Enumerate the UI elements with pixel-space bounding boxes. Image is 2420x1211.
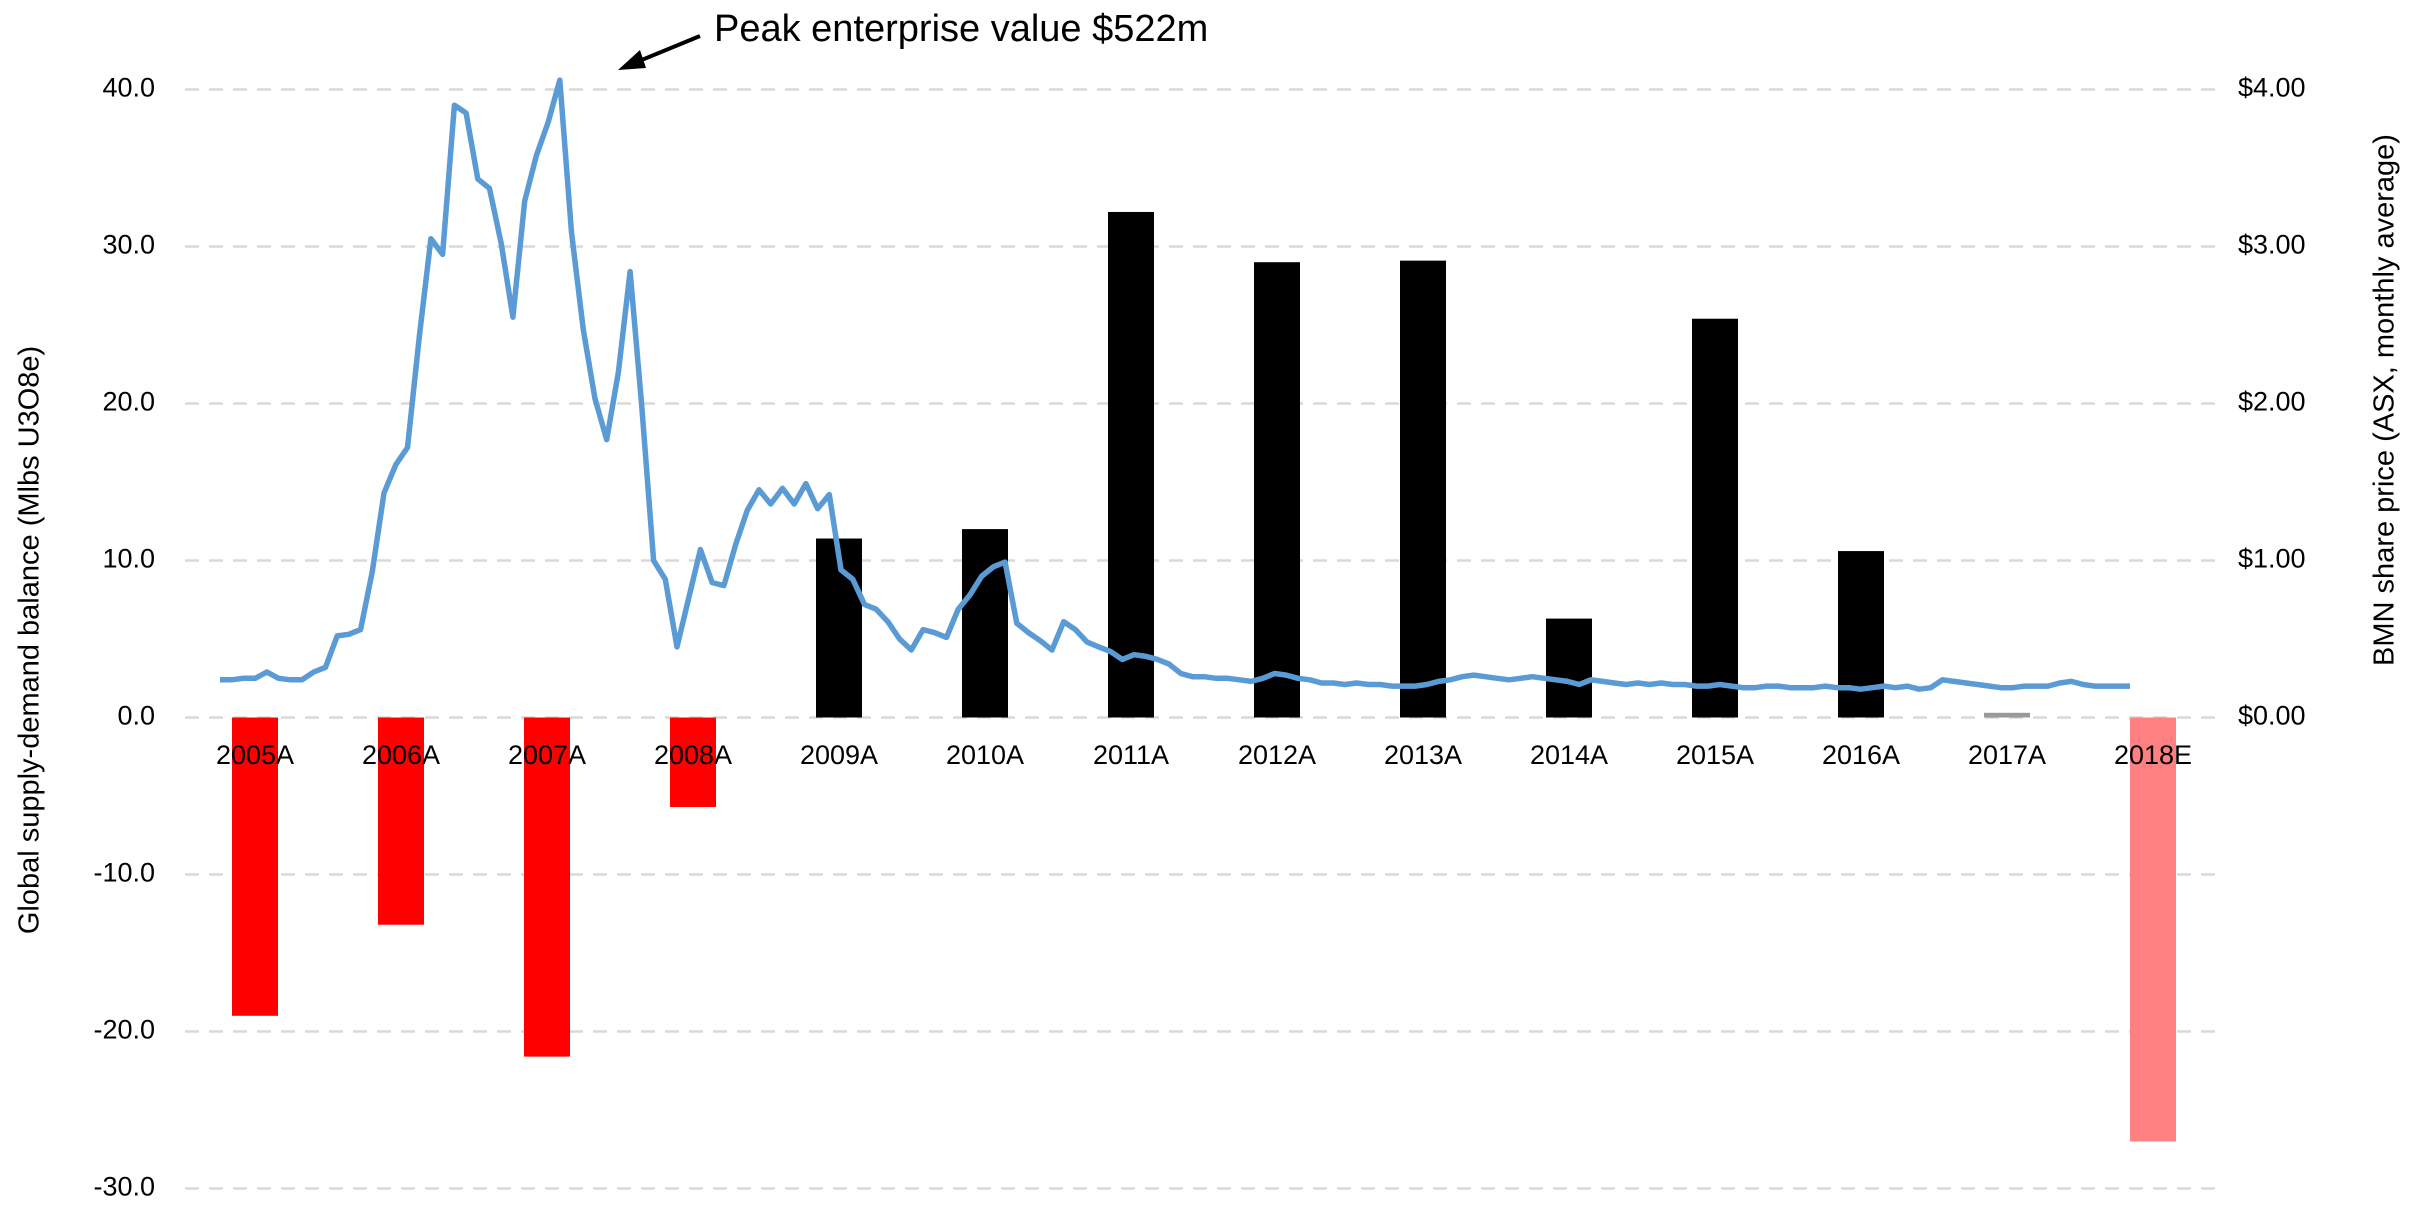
- x-tick-label: 2009A: [800, 740, 878, 770]
- x-tick-label: 2018E: [2114, 740, 2192, 770]
- bar: [1692, 318, 1738, 718]
- y-tick-label: -10.0: [93, 858, 155, 888]
- y2-tick-label: $4.00: [2238, 73, 2306, 103]
- y-tick-label: 10.0: [102, 544, 155, 574]
- x-tick-label: 2012A: [1238, 740, 1316, 770]
- x-tick-label: 2008A: [654, 740, 732, 770]
- x-tick-label: 2013A: [1384, 740, 1462, 770]
- x-tick-label: 2015A: [1676, 740, 1754, 770]
- bar: [1400, 260, 1446, 718]
- annotation-arrowhead: [618, 50, 646, 70]
- y2-tick-label: $2.00: [2238, 387, 2306, 417]
- x-tick-label: 2005A: [216, 740, 294, 770]
- y2-tick-label: $0.00: [2238, 701, 2306, 731]
- y2-tick-label: $1.00: [2238, 544, 2306, 574]
- x-tick-label: 2010A: [946, 740, 1024, 770]
- bar: [524, 717, 570, 1057]
- bar: [2130, 717, 2176, 1142]
- x-tick-label: 2016A: [1822, 740, 1900, 770]
- y-tick-label: 20.0: [102, 387, 155, 417]
- bar: [1546, 618, 1592, 718]
- y2-axis-title: BMN share price (ASX, monthly average): [2369, 134, 2401, 666]
- y-tick-label: -20.0: [93, 1015, 155, 1045]
- bar: [962, 529, 1008, 718]
- x-tick-label: 2014A: [1530, 740, 1608, 770]
- bar: [1984, 712, 2030, 718]
- x-tick-label: 2011A: [1093, 740, 1169, 770]
- x-tick-label: 2007A: [508, 740, 586, 770]
- annotation-arrow: [631, 34, 701, 66]
- share-price-line: [220, 77, 2130, 692]
- bar: [378, 717, 424, 925]
- y-tick-label: -30.0: [93, 1172, 155, 1202]
- bar: [1254, 262, 1300, 718]
- annotation: Peak enterprise value $522m: [714, 8, 1208, 50]
- y-axis-title: Global supply-demand balance (Mlbs U3O8e…: [14, 346, 46, 934]
- y-tick-label: 0.0: [117, 701, 155, 731]
- bar: [1838, 551, 1884, 718]
- bar: [232, 717, 278, 1016]
- x-tick-label: 2006A: [362, 740, 440, 770]
- bar: [670, 717, 716, 807]
- y-tick-label: 40.0: [102, 73, 155, 103]
- y-tick-label: 30.0: [102, 230, 155, 260]
- x-tick-label: 2017A: [1968, 740, 2046, 770]
- y2-tick-label: $3.00: [2238, 230, 2306, 260]
- bar: [1108, 211, 1154, 718]
